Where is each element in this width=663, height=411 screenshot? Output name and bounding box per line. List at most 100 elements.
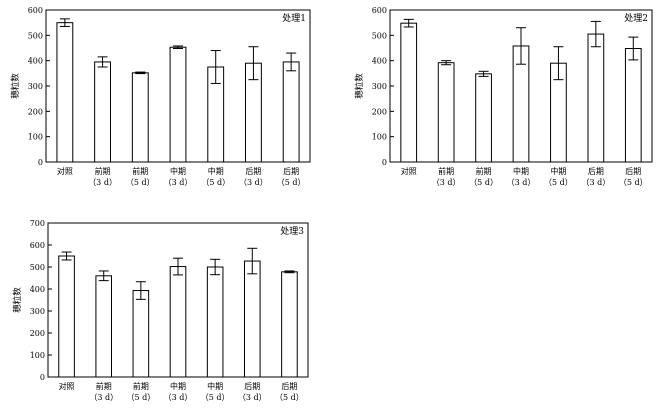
- y-tick-label: 600: [30, 241, 45, 250]
- error-bar: [441, 60, 452, 66]
- error-bar: [628, 36, 639, 61]
- error-bar: [478, 70, 489, 77]
- x-tick-sublabel: （5 d）: [201, 178, 230, 187]
- x-tick-sublabel: （5 d）: [201, 393, 230, 402]
- x-tick-label: 后期: [625, 166, 641, 176]
- x-tick-label: 中期: [207, 381, 223, 391]
- error-bar: [210, 258, 221, 276]
- x-tick-sublabel: （5 d）: [544, 178, 573, 187]
- bar: [131, 72, 149, 163]
- x-tick-label: 后期: [245, 166, 261, 176]
- y-tick-label: 0: [38, 158, 43, 167]
- x-tick-label: 后期: [588, 166, 604, 176]
- y-tick-label: 300: [28, 82, 43, 91]
- bar: [169, 46, 187, 163]
- y-tick-label: 100: [28, 133, 43, 142]
- x-tick-sublabel: （3 d）: [238, 393, 267, 402]
- chart-panel-2: 0 100 200 300 400 500 600 穗粒数 处理2 对照 前期 （3 d） 前期 （5 d…: [354, 6, 653, 187]
- error-bar: [248, 46, 259, 81]
- chart-panel-1: 0 100 200 300 400 500 600 穗粒数 处理1 对照 前期 （3 d） 前期 （5 d…: [10, 6, 311, 187]
- bar: [95, 275, 113, 378]
- y-tick-label: 600: [28, 6, 43, 15]
- x-tick-sublabel: （3 d）: [507, 178, 536, 187]
- x-tick-label: 后期: [281, 381, 297, 391]
- x-tick-sublabel: （5 d）: [619, 178, 648, 187]
- x-tick-label: 中期: [550, 166, 566, 176]
- y-axis-label: 穗粒数: [10, 73, 21, 99]
- error-bar: [135, 281, 146, 300]
- bar: [282, 61, 300, 163]
- bar: [94, 61, 111, 163]
- panel-title: 处理3: [280, 225, 304, 237]
- error-bar: [97, 56, 108, 68]
- y-tick-label: 300: [30, 307, 45, 316]
- x-tick-sublabel: （5 d）: [277, 178, 306, 187]
- y-axis-label: 穗粒数: [354, 73, 365, 99]
- y-tick-label: 700: [30, 219, 45, 228]
- bar: [132, 290, 150, 378]
- x-tick-sublabel: （5 d）: [126, 393, 155, 402]
- bar: [169, 266, 187, 378]
- x-tick-label: 对照: [401, 166, 417, 176]
- bar: [624, 48, 642, 163]
- y-tick-label: 0: [382, 158, 387, 167]
- x-tick-sublabel: （3 d）: [432, 178, 461, 187]
- error-bar: [173, 257, 183, 276]
- x-tick-label: 前期: [133, 381, 149, 391]
- x-tick-sublabel: （3 d）: [239, 178, 268, 187]
- x-tick-sublabel: （3 d）: [89, 393, 118, 402]
- bar: [206, 266, 224, 378]
- x-tick-sublabel: （3 d）: [164, 393, 193, 402]
- x-tick-label: 中期: [208, 166, 224, 176]
- y-tick-label: 100: [372, 133, 387, 142]
- x-tick-label: 中期: [513, 166, 529, 176]
- bar: [400, 22, 418, 163]
- bar: [475, 73, 492, 163]
- bar: [58, 255, 75, 378]
- error-bar: [403, 18, 414, 28]
- y-tick-label: 0: [40, 373, 45, 382]
- x-tick-sublabel: （5 d）: [126, 178, 155, 187]
- bar: [437, 62, 455, 163]
- y-tick-label: 400: [372, 57, 387, 66]
- y-tick-label: 300: [372, 82, 387, 91]
- bar: [243, 260, 261, 378]
- y-tick-label: 400: [30, 285, 45, 294]
- x-tick-label: 中期: [170, 381, 186, 391]
- error-bar: [173, 45, 183, 50]
- panel-title: 处理1: [282, 12, 306, 24]
- x-tick-label: 后期: [283, 166, 299, 176]
- y-tick-label: 200: [30, 329, 45, 338]
- x-tick-sublabel: （5 d）: [275, 393, 304, 402]
- x-tick-label: 中期: [170, 166, 186, 176]
- x-tick-sublabel: （3 d）: [164, 178, 193, 187]
- x-tick-label: 前期: [95, 166, 111, 176]
- y-tick-label: 200: [372, 107, 387, 116]
- y-axis-label: 穗粒数: [12, 287, 23, 313]
- error-bar: [553, 46, 564, 81]
- error-bar: [590, 20, 601, 48]
- y-tick-label: 200: [28, 107, 43, 116]
- y-tick-label: 500: [372, 31, 387, 40]
- error-bar: [284, 270, 295, 274]
- error-bar: [98, 270, 109, 282]
- x-tick-label: 前期: [132, 166, 148, 176]
- error-bar: [516, 27, 526, 65]
- bar: [56, 22, 74, 163]
- y-tick-label: 500: [28, 31, 43, 40]
- x-tick-sublabel: （3 d）: [581, 178, 610, 187]
- x-tick-label: 前期: [96, 381, 112, 391]
- x-tick-sublabel: （5 d）: [469, 178, 498, 187]
- y-tick-label: 500: [30, 263, 45, 272]
- error-bar: [210, 50, 221, 84]
- x-tick-label: 前期: [476, 166, 492, 176]
- y-tick-label: 100: [30, 351, 45, 360]
- x-tick-label: 对照: [57, 166, 73, 176]
- panel-title: 处理2: [624, 12, 648, 24]
- error-bar: [286, 52, 297, 72]
- x-tick-label: 后期: [244, 381, 260, 391]
- error-bar: [247, 247, 258, 275]
- y-tick-label: 600: [372, 6, 387, 15]
- chart-panel-3: 0 100 200 300 400 500 600 700 穗粒数 处理3 对照 前期 （3 d） 前期 （…: [12, 219, 309, 402]
